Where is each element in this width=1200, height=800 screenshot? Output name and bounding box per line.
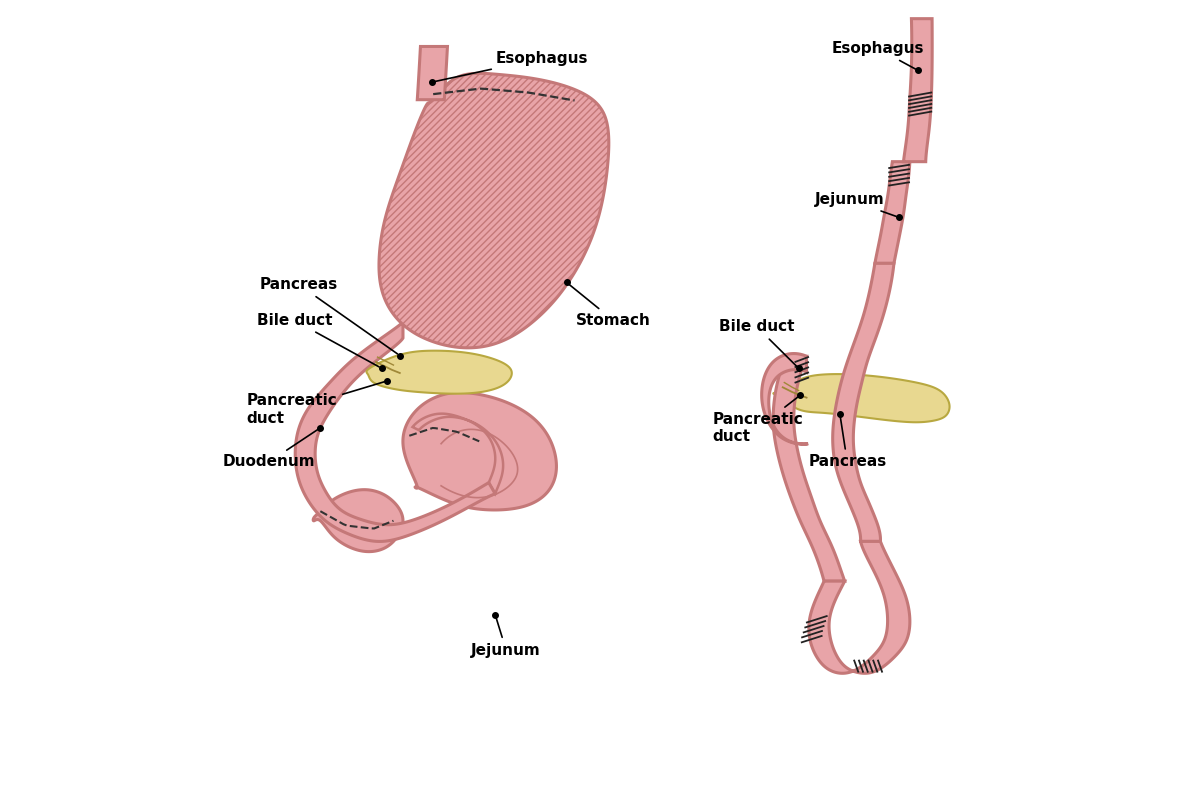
- Text: Pancreatic
duct: Pancreatic duct: [246, 382, 384, 426]
- Text: Pancreas: Pancreas: [808, 417, 887, 470]
- Polygon shape: [295, 322, 496, 542]
- Polygon shape: [833, 263, 894, 542]
- Polygon shape: [418, 46, 448, 100]
- Polygon shape: [413, 414, 503, 494]
- Polygon shape: [762, 354, 808, 444]
- Polygon shape: [366, 350, 512, 394]
- Text: Duodenum: Duodenum: [223, 430, 318, 470]
- Polygon shape: [773, 374, 949, 422]
- Text: Stomach: Stomach: [569, 284, 652, 328]
- Text: Jejunum: Jejunum: [815, 192, 896, 216]
- Polygon shape: [809, 542, 910, 674]
- Text: Esophagus: Esophagus: [832, 42, 924, 69]
- Polygon shape: [403, 393, 557, 510]
- Polygon shape: [773, 356, 845, 581]
- Text: Esophagus: Esophagus: [434, 51, 588, 82]
- Text: Bile duct: Bile duct: [719, 319, 797, 366]
- Text: Pancreatic
duct: Pancreatic duct: [713, 397, 804, 444]
- Polygon shape: [313, 490, 403, 552]
- Text: Jejunum: Jejunum: [472, 617, 541, 658]
- Polygon shape: [904, 18, 932, 162]
- Text: Bile duct: Bile duct: [257, 313, 379, 367]
- Polygon shape: [379, 74, 608, 348]
- Polygon shape: [875, 162, 910, 263]
- Text: Pancreas: Pancreas: [260, 278, 397, 354]
